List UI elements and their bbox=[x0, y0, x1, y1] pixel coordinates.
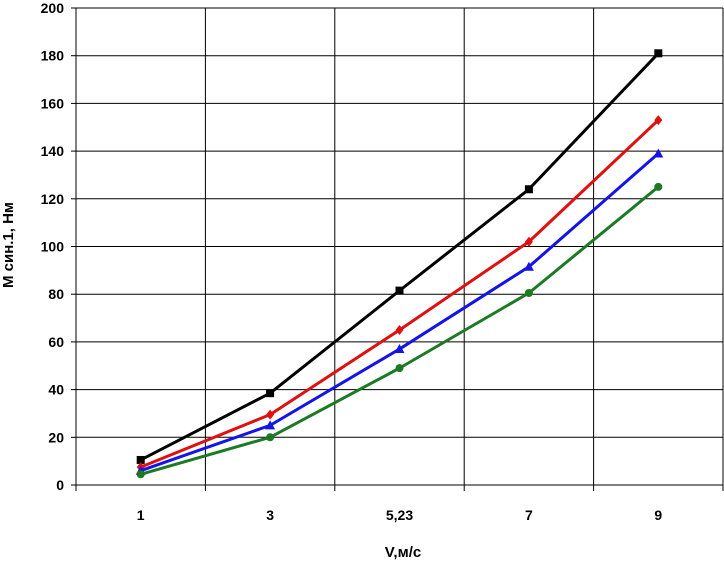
series-4 bbox=[136, 182, 663, 479]
data-point bbox=[653, 148, 664, 158]
grid bbox=[71, 7, 724, 491]
y-tick-label: 0 bbox=[56, 477, 64, 493]
y-axis-title: M син.1, Нм bbox=[0, 202, 17, 288]
x-tick-label: 9 bbox=[654, 507, 662, 523]
series-3 bbox=[135, 148, 664, 475]
data-point bbox=[524, 236, 533, 247]
y-tick-label: 40 bbox=[48, 382, 64, 398]
y-tick-label: 160 bbox=[41, 95, 65, 111]
data-point bbox=[524, 289, 533, 298]
y-tick-label: 20 bbox=[48, 429, 64, 445]
data-point bbox=[654, 49, 663, 58]
data-point bbox=[265, 420, 276, 430]
data-point bbox=[266, 433, 275, 442]
data-point bbox=[266, 389, 275, 398]
y-tick-label: 200 bbox=[41, 0, 65, 16]
series-line bbox=[140, 152, 660, 473]
x-axis-title: V,м/с bbox=[385, 544, 421, 561]
x-tick-label: 5,23 bbox=[386, 507, 413, 523]
data-point bbox=[266, 409, 275, 420]
y-tick-label: 180 bbox=[41, 48, 65, 64]
data-point bbox=[394, 344, 405, 354]
y-tick-label: 100 bbox=[41, 239, 65, 255]
x-tick-label: 7 bbox=[525, 507, 533, 523]
data-point bbox=[136, 470, 145, 479]
data-point bbox=[395, 324, 404, 335]
x-tick-label: 1 bbox=[137, 507, 145, 523]
x-axis-tick-labels: 1 3 5,23 7 9 bbox=[137, 507, 663, 523]
data-point bbox=[136, 455, 145, 464]
data-point bbox=[654, 182, 663, 191]
data-point bbox=[523, 261, 534, 271]
y-tick-label: 140 bbox=[41, 143, 65, 159]
data-point bbox=[395, 364, 404, 373]
data-point bbox=[654, 115, 663, 126]
series-line bbox=[140, 52, 660, 462]
x-tick-label: 3 bbox=[266, 507, 274, 523]
y-tick-label: 60 bbox=[48, 334, 64, 350]
y-tick-label: 80 bbox=[48, 286, 64, 302]
series-1 bbox=[136, 49, 663, 464]
y-axis-tick-labels: 0 20 40 60 80 100 120 140 160 180 200 bbox=[41, 0, 65, 493]
data-point bbox=[395, 286, 404, 295]
data-point bbox=[524, 185, 533, 194]
y-tick-label: 120 bbox=[41, 191, 65, 207]
series-group bbox=[135, 49, 664, 479]
